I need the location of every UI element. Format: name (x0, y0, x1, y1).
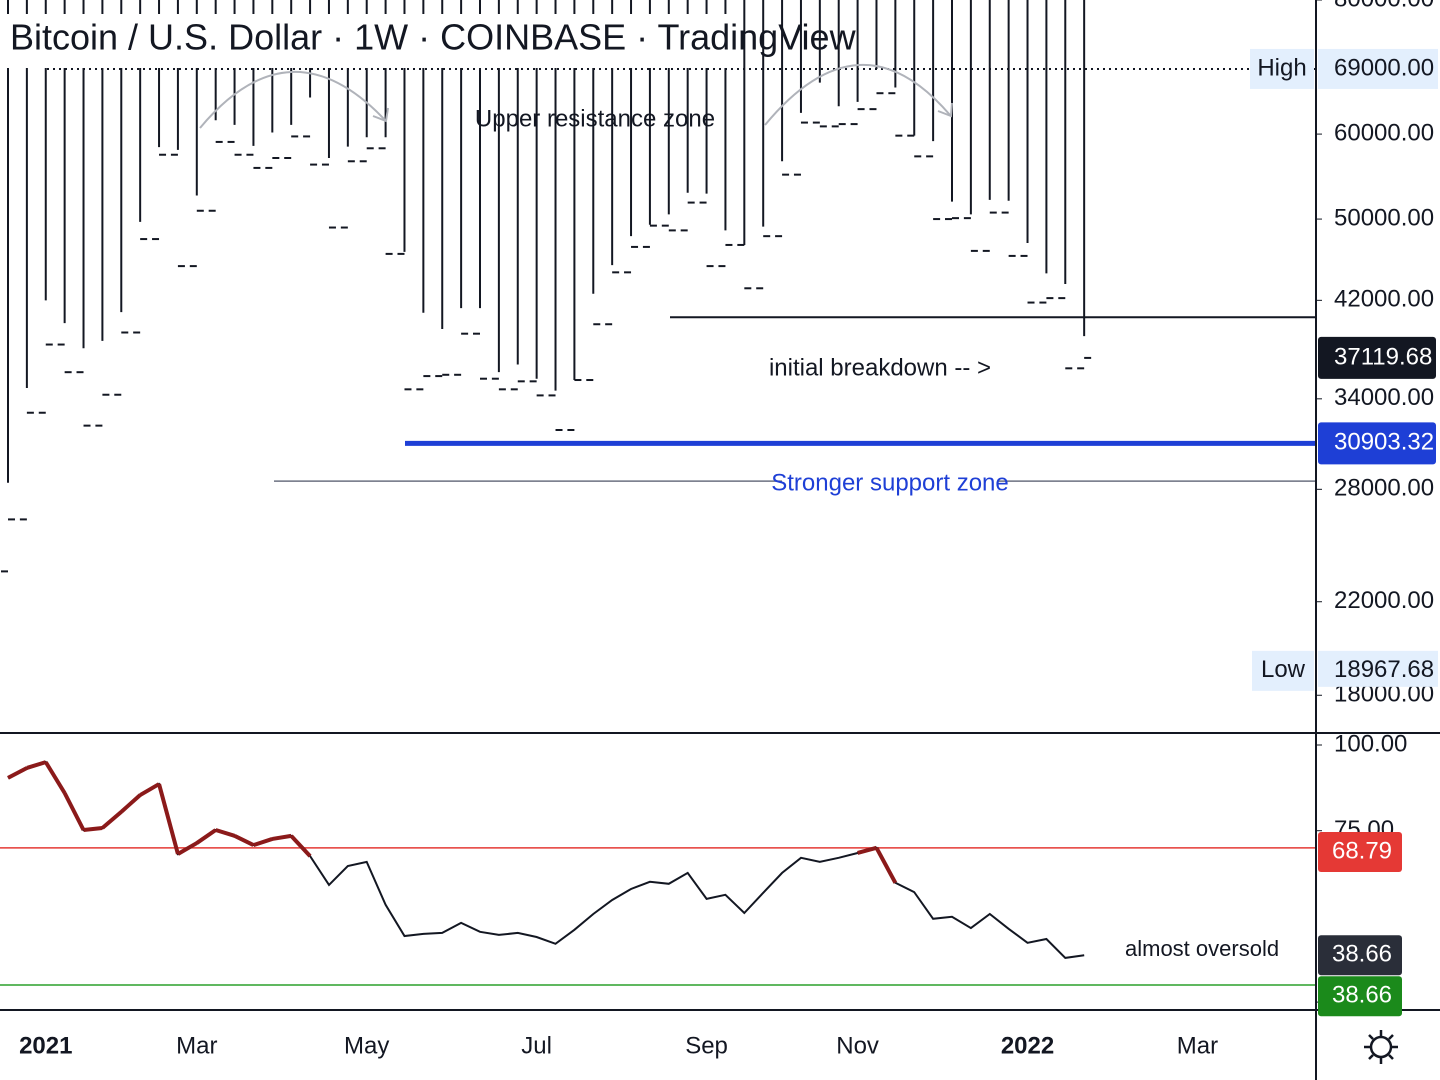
rsi-overbought-segment (857, 845, 878, 855)
high-value-box (1318, 48, 1438, 89)
x-tick-label: 2022 (1001, 1032, 1054, 1059)
support-value-box (1318, 422, 1436, 465)
high-value: 69000.00 (1334, 54, 1434, 81)
y-tick-label: 28000.00 (1334, 475, 1434, 502)
annotation: initial breakdown -- > (769, 354, 991, 381)
axis-marker-label: 38.66 (1332, 982, 1392, 1009)
annotation-backdrop (782, 469, 998, 499)
rsi-overbought-segment (215, 828, 236, 838)
settings-icon[interactable] (1364, 1030, 1398, 1064)
low-tag: Low (1261, 656, 1306, 683)
x-tick-label: May (344, 1032, 389, 1059)
y-tick-label: 22000.00 (1334, 587, 1434, 614)
rsi-overbought-segment (139, 782, 161, 797)
rsi-overbought-segment (176, 841, 198, 856)
y-tick-label: 60000.00 (1334, 119, 1434, 146)
low-tag-box (1252, 650, 1314, 691)
arc-arrow (764, 64, 951, 126)
annotation: Stronger support zone (771, 469, 1008, 496)
axis-marker (1318, 976, 1402, 1017)
y-tick-label: 100.00 (1334, 730, 1407, 757)
x-tick-label: Sep (685, 1032, 728, 1059)
axis-marker (1318, 935, 1402, 976)
arc-arrow (199, 71, 386, 129)
rsi-overbought-segment (101, 810, 123, 830)
chart-title: Bitcoin / U.S. Dollar · 1W · COINBASE · … (10, 17, 857, 58)
decorations (199, 64, 953, 129)
y-tick-label: 42000.00 (1334, 286, 1434, 313)
y-tick-label: 34000.00 (1334, 384, 1434, 411)
x-tick-label: 2021 (19, 1032, 72, 1059)
rsi-overbought-segment (252, 837, 273, 848)
annotation: almost oversold (1125, 936, 1279, 961)
rsi-overbought-segment (44, 761, 67, 795)
title-backdrop (0, 14, 740, 68)
support-value: 30903.32 (1334, 429, 1434, 456)
x-tick-label: Mar (176, 1032, 217, 1059)
rsi-overbought-segment (83, 825, 103, 833)
y-tick-label: 80000.00 (1334, 0, 1434, 12)
rsi-overbought-segment (62, 792, 86, 831)
x-tick-label: Nov (836, 1032, 879, 1059)
last-price-box (1318, 336, 1436, 379)
low-value: 18967.68 (1334, 656, 1434, 683)
axis-marker-label: 68.79 (1332, 837, 1392, 864)
rsi-overbought-segment (157, 783, 180, 855)
x-tick-label: Jul (521, 1032, 552, 1059)
rsi-overbought-segment (119, 793, 142, 814)
rsi-overbought-segment (195, 828, 217, 845)
arrow-head (937, 102, 953, 118)
x-tick-label: Mar (1177, 1032, 1218, 1059)
rsi-overbought-segment (233, 834, 255, 847)
rsi-overbought-segment (874, 846, 898, 884)
rsi-overbought-segment (289, 834, 312, 858)
annotation: Upper resistance zone (475, 105, 715, 132)
y-tick-label: 50000.00 (1334, 204, 1434, 231)
rsi-overbought-segment (271, 833, 292, 841)
high-tag: High (1257, 54, 1306, 81)
axis-marker (1318, 831, 1402, 872)
low-value-box (1318, 650, 1438, 687)
last-price: 37119.68 (1334, 343, 1432, 370)
rsi-overbought-segment (26, 760, 47, 770)
high-tag-box (1250, 48, 1314, 89)
arrow-head (372, 107, 389, 123)
axis-marker-label: 38.66 (1332, 941, 1392, 968)
rsi-overbought-segment (7, 766, 28, 780)
